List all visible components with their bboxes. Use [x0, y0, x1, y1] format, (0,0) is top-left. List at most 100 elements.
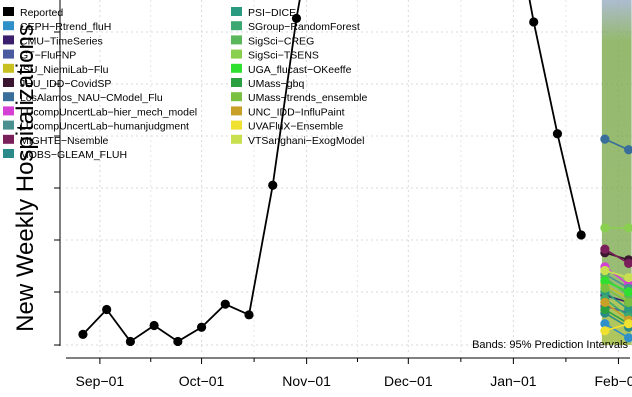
forecast-line — [604, 248, 630, 265]
legend-swatch — [3, 78, 14, 87]
legend-entry: MIGHTE−Nsemble — [3, 134, 109, 147]
legend-entry: UMass−trends_ensemble — [231, 92, 368, 104]
x-tick-label: Nov−01 — [282, 373, 331, 389]
legend-swatch — [3, 106, 14, 116]
forecast-point — [624, 145, 632, 155]
forecast-point — [624, 304, 632, 315]
legend-label: SigSci−CREG — [248, 35, 314, 47]
legend-label: VTSanghani−ExogModel — [248, 135, 364, 147]
legend-entry: LosAlamos_NAU−CModel_Flu — [3, 92, 163, 104]
legend-swatch — [3, 92, 14, 102]
forecast-point — [624, 297, 632, 307]
legend-label: UGA_flucast−OKeeffe — [248, 64, 352, 76]
forecast-point — [624, 272, 632, 283]
legend-entry: SGroup−RandomForest — [231, 21, 360, 33]
legend-swatch — [3, 63, 14, 73]
legend-entry: SigSci−TSENS — [231, 49, 319, 62]
forecast-point — [624, 223, 632, 233]
y-axis-label: New Weekly Hospitalizations — [12, 24, 39, 332]
legend-label: CMU−TimeSeries — [20, 35, 103, 47]
reported-series — [78, 0, 586, 347]
legend-swatch — [231, 63, 242, 73]
x-tick-label: Oct−01 — [179, 373, 225, 389]
forecast-series — [600, 283, 632, 307]
legend-swatch — [3, 120, 14, 130]
legend-entry: MOBS−GLEAM_FLUH — [3, 149, 127, 161]
forecast-line — [604, 291, 630, 311]
grid — [66, 0, 632, 352]
legend-label: SGroup−RandomForest — [248, 21, 360, 33]
forecast-series — [600, 134, 632, 155]
forecast-point — [624, 319, 632, 329]
legend-label: UVAFluX−Ensemble — [248, 121, 343, 133]
forecast-point — [600, 244, 610, 254]
x-tick-label: Sep−01 — [76, 373, 125, 389]
axes: Sep−01 Oct−01 Nov−01 Dec−01 Jan−01 Feb−01 — [54, 0, 632, 389]
legend-entry: VTSanghani−ExogModel — [231, 134, 364, 147]
legend-label: UMass−trends_ensemble — [248, 92, 368, 104]
legend-entry: LUcompUncertLab−hier_mech_model — [3, 106, 197, 118]
legend-entry: Reported — [3, 7, 63, 19]
legend-label: JHU_IDD−CovidSP — [20, 78, 111, 90]
legend-label: UNC_IDD−InfluPaint — [248, 106, 345, 118]
reported-point — [576, 230, 586, 240]
legend-label: MIGHTE−Nsemble — [20, 135, 109, 147]
forecast-point — [624, 258, 632, 268]
forecast-series — [600, 319, 632, 336]
forecast-point — [600, 304, 610, 315]
legend-swatch — [231, 78, 242, 87]
legend-entry: UNC_IDD−InfluPaint — [231, 106, 345, 118]
reported-point — [268, 180, 278, 190]
legend-entry: SigSci−CREG — [231, 35, 314, 47]
legend-swatch — [231, 106, 242, 116]
y-ticks — [54, 31, 60, 346]
forecast-series — [600, 276, 632, 297]
legend-swatch — [231, 21, 242, 31]
legend-label: GT−FluFNP — [20, 50, 76, 62]
reported-point — [78, 329, 88, 339]
legend-swatch — [231, 49, 242, 59]
forecast-series — [600, 223, 632, 233]
forecast-point — [600, 319, 610, 329]
reported-point — [196, 322, 207, 332]
legend-entry: CEPH−Rtrend_fluH — [3, 21, 111, 33]
legend-swatch — [3, 49, 14, 59]
legend-entry: UVAFluX−Ensemble — [231, 120, 343, 133]
forecast-line — [604, 301, 630, 321]
legend-swatch — [3, 134, 14, 144]
model-forecasts — [600, 134, 632, 343]
reported-point — [529, 17, 539, 27]
legend-label: Reported — [20, 7, 63, 19]
forecast-point — [600, 223, 610, 233]
legend-label: UMass−gbq — [248, 78, 304, 90]
reported-point — [291, 13, 302, 23]
legend-swatch — [3, 149, 14, 158]
legend-swatch — [231, 120, 242, 130]
forecast-line — [604, 287, 630, 304]
x-tick-label: Dec−01 — [384, 373, 433, 389]
legend: Reported CEPH−Rtrend_fluH CMU−TimeSeries GT… — [3, 7, 368, 161]
legend-entry: LUcompUncertLab−humanjudgment — [3, 120, 189, 133]
legend-swatch — [231, 134, 242, 144]
forecast-line — [604, 323, 630, 339]
reported-point — [244, 310, 254, 320]
legend-swatch — [3, 35, 14, 45]
legend-swatch — [3, 21, 14, 31]
forecast-point — [624, 287, 632, 297]
forecast-point — [600, 276, 610, 286]
forecast-point — [600, 265, 610, 276]
legend-entry: GT−FluFNP — [3, 49, 76, 62]
legend-label: LUcompUncertLab−humanjudgment — [20, 121, 189, 133]
reported-point — [220, 299, 230, 309]
legend-swatch — [231, 92, 242, 102]
reported-point — [125, 336, 135, 347]
legend-label: ISU_NiemiLab−Flu — [20, 64, 109, 76]
reported-point — [102, 304, 112, 315]
legend-swatch — [231, 7, 242, 16]
legend-entry: CMU−TimeSeries — [3, 35, 103, 47]
legend-swatch — [3, 7, 14, 16]
forecast-point — [600, 134, 610, 144]
legend-entry: UMass−gbq — [231, 78, 304, 90]
legend-entry: PSI−DICE — [231, 7, 296, 19]
